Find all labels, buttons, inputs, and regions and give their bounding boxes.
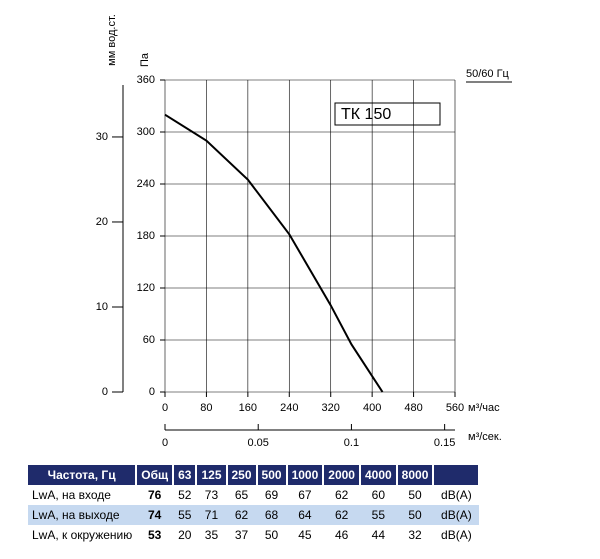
cell: 62	[226, 505, 257, 525]
cell: 35	[204, 528, 219, 542]
x-tick-label: 80	[200, 402, 212, 414]
cell: 32	[408, 528, 422, 542]
annotation: ТК 150	[341, 106, 391, 123]
cell: 71	[196, 505, 227, 525]
x-tick-label: 160	[239, 402, 257, 414]
legend: 50/60 Гц	[466, 68, 510, 80]
cell: 62	[334, 488, 349, 502]
cell: 68	[256, 505, 287, 525]
y-tick-label: 180	[137, 230, 155, 242]
y2-axis-label: мм вод.ст.	[106, 14, 118, 66]
x-tick-label: 240	[280, 402, 298, 414]
x-tick-label: 320	[322, 402, 340, 414]
cell: 60	[371, 488, 385, 502]
cell: LwA, на выходе	[28, 505, 137, 525]
cell: 53	[147, 528, 162, 542]
y-axis-label: Па	[139, 52, 151, 67]
row: LwA, на входе 76 52 73 65 69 67 62 60 50 dB(A)	[28, 485, 479, 505]
cell: 74	[136, 505, 174, 525]
cell: 52	[178, 488, 192, 502]
cell: 76	[147, 488, 162, 502]
table: Частота, Гц Общ 63 125 250 500 1000 2000 4000 800…	[28, 465, 481, 545]
cell: 20	[178, 528, 192, 542]
header-cell: 125	[196, 465, 228, 485]
header-cell: 2000	[323, 465, 361, 485]
header-cell: 1000	[286, 465, 325, 485]
cell: LwA, на входе	[32, 488, 111, 502]
cell: 45	[298, 528, 312, 542]
cell: 69	[264, 488, 279, 502]
header-cell: 63	[173, 465, 198, 485]
cell: dB(A)	[441, 528, 472, 542]
x2-tick-label: 0	[162, 437, 168, 449]
y-tick-label: 120	[137, 282, 155, 294]
cell: 50	[396, 505, 434, 525]
x-tick-label: 480	[404, 402, 422, 414]
curve	[164, 113, 384, 393]
header-cell	[433, 465, 481, 485]
cell: 50	[408, 488, 422, 502]
cell: LwA, к окружению	[32, 528, 133, 542]
x2-axis-label: м³/сек.	[468, 431, 502, 443]
header-cell: 4000	[359, 465, 398, 485]
y2-tick-label: 0	[102, 386, 108, 398]
x-tick-label: 560	[446, 402, 464, 414]
y2-tick-label: 10	[96, 301, 108, 313]
cell: 55	[359, 505, 397, 525]
cell: 67	[298, 488, 312, 502]
y-tick-label: 60	[143, 334, 155, 346]
cell: dB(A)	[433, 505, 480, 525]
header-cell: Общ	[136, 465, 175, 485]
cell: 65	[234, 488, 249, 502]
y-tick-label: 240	[137, 178, 155, 190]
cell: 44	[371, 528, 385, 542]
x-tick-label: 0	[162, 402, 168, 414]
cell: 50	[264, 528, 279, 542]
y-tick-label: 0	[149, 386, 155, 398]
x-tick-label: 400	[363, 402, 381, 414]
header-cell: Частота, Гц	[28, 465, 138, 485]
cell: 46	[334, 528, 349, 542]
cell: 64	[286, 505, 324, 525]
x-axis-label: м³/час	[468, 402, 500, 414]
y2-tick-label: 30	[96, 131, 108, 143]
row: LwA, к окружению 53 20 35 37 50 45 46 44 32 dB(A)	[28, 525, 479, 545]
header-cell: 8000	[396, 465, 435, 485]
x2-tick-label: 0.15	[434, 437, 455, 449]
cell: 62	[323, 505, 360, 525]
y2-tick-label: 20	[96, 216, 108, 228]
header-cell: 250	[226, 465, 258, 485]
header-cell: 500	[256, 465, 288, 485]
x2-tick-label: 0.1	[344, 437, 359, 449]
x2-tick-label: 0.05	[248, 437, 269, 449]
chart: мм вод.ст. Па 50/60 Гц ТК 150 м³/час м³/…	[96, 14, 512, 449]
cell: 37	[234, 528, 249, 542]
row: LwA, на выходе 74 55 71 62 68 64 62 55 50 dB(A)	[28, 505, 480, 525]
y-tick-label: 300	[137, 126, 155, 138]
cell: 73	[204, 488, 219, 502]
y-tick-label: 360	[137, 74, 155, 86]
cell: 55	[173, 505, 197, 525]
cell: dB(A)	[441, 488, 472, 502]
